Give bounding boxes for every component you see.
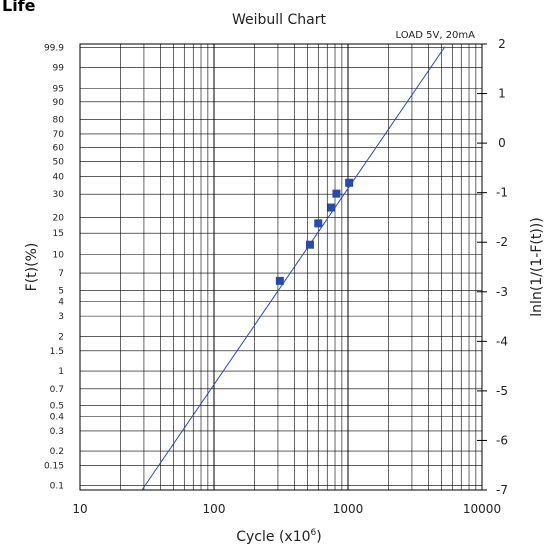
left-tick-label: 0.1 [50,481,64,491]
left-tick-label: 10 [53,251,65,261]
data-point [306,241,314,249]
x-tick-label: 10 [72,502,87,516]
right-tick-label: -1 [496,186,508,200]
right-tick-label: -4 [496,334,508,348]
right-tick-label: -5 [496,384,508,398]
left-tick-label: 0.4 [50,413,65,423]
section-title: Life [2,0,36,15]
x-tick-label: 1000 [333,502,364,516]
left-tick-label: 0.15 [44,461,64,471]
fit-line [142,46,445,490]
left-tick-label: 0.3 [50,427,64,437]
left-tick-label: 80 [53,116,65,126]
left-tick-label: 70 [53,130,65,140]
data-points [276,179,353,285]
left-tick-label: 90 [53,98,65,108]
left-tick-label: 15 [53,229,64,239]
left-tick-label: 2 [58,332,64,342]
x-axis-label-suffix: ) [316,529,321,545]
fit-line-group [142,46,445,490]
left-tick-label: 7 [58,269,64,279]
right-tick-label: -7 [496,483,508,497]
left-tick-label: 99 [53,63,65,73]
right-tick-label: -6 [496,433,508,447]
left-tick-label: 4 [58,298,64,308]
left-tick-label: 1 [58,367,64,377]
x-axis-label-text: Cycle (x10 [236,529,310,545]
left-tick-label: 5 [58,286,64,296]
data-point [332,190,340,198]
right-tick-label: 0 [498,136,506,150]
left-tick-label: 0.2 [50,447,64,457]
left-tick-label: 0.7 [50,385,64,395]
left-tick-label: 30 [53,190,65,200]
data-point [314,219,322,227]
left-tick-label: 60 [53,143,65,153]
x-axis-label: Cycle (x106) [236,528,321,545]
right-y-axis-label: lnln(1/(1-F(t))) [529,217,545,316]
x-tick-label: 10000 [463,502,501,516]
left-tick-label: 20 [53,213,65,223]
x-axis-ticks: 10 100 1000 10000 [72,502,501,516]
load-annotation: LOAD 5V, 20mA [396,30,476,41]
plot-frame [80,44,482,490]
left-tick-label: 40 [53,172,65,182]
data-point [345,179,353,187]
data-point [276,277,284,285]
x-tick-label: 100 [203,502,226,516]
right-tick-label: 2 [498,37,506,51]
data-point [327,204,335,212]
chart-title: Weibull Chart [232,12,326,28]
left-tick-label: 95 [53,85,64,95]
left-axis-ticks: 99.9 99 95 90 80 70 60 50 40 30 20 15 10 7 5 4 3 2 1.5 1 0.7… [44,43,64,491]
right-tick-label: -3 [496,285,508,299]
right-tick-label: -2 [496,235,508,249]
left-tick-label: 3 [58,312,64,322]
horizontal-grid [80,47,482,485]
left-tick-label: 1.5 [50,347,64,357]
left-y-axis-label: F(t)(%) [24,243,40,292]
right-tick-label: 1 [498,87,506,101]
left-tick-label: 99.9 [44,43,64,53]
left-tick-label: 0.5 [50,402,64,412]
left-tick-label: 50 [53,157,65,167]
vertical-grid [120,44,476,490]
